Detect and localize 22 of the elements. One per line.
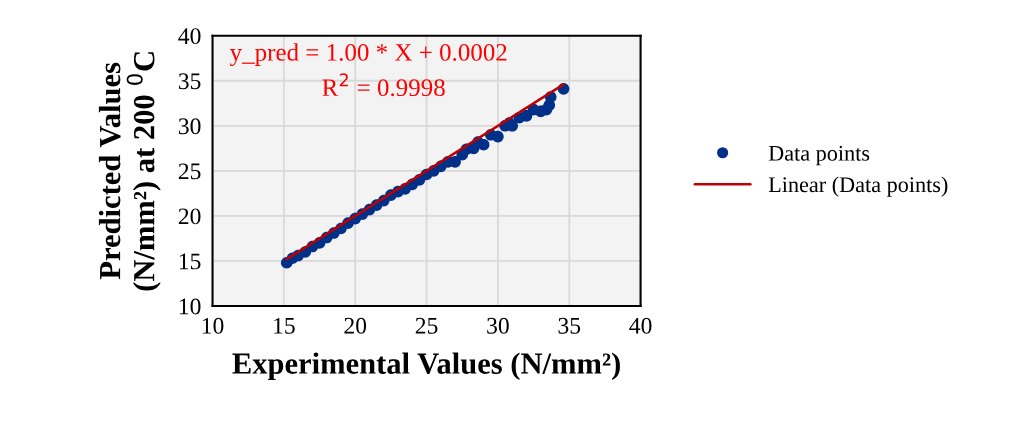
x-tick-label: 10 (202, 317, 224, 334)
y-tick-label: 30 (178, 118, 201, 135)
point (492, 130, 504, 143)
x-tick-label: 25 (415, 317, 438, 334)
legend-label: Data points (768, 145, 870, 166)
y-tick-label: 35 (178, 73, 201, 90)
y-tick-label: 20 (178, 208, 201, 225)
x-tick-label: 30 (487, 317, 509, 334)
y-tick-label: 10 (179, 298, 201, 315)
annotation: R$^{2}$ = 0.9998 (322, 73, 445, 97)
legend-label: Linear (Data points) (768, 176, 948, 197)
x-tick-label: 15 (274, 317, 295, 334)
y-tick-label: 40 (178, 28, 201, 45)
x-axis-title: Experimental Values (N/mm²) (232, 352, 620, 381)
x-tick-label: 35 (558, 317, 581, 334)
x-tick-label: 20 (344, 317, 367, 334)
x-tick-label: 40 (629, 317, 652, 334)
annotation: y_pred = 1.00 * X + 0.0002 (229, 43, 507, 66)
y-tick-label: 25 (178, 163, 201, 180)
y-axis-title: Predicted Values (N/mm²) at 200 $^{0}$C (98, 52, 161, 291)
y-tick-label: 15 (179, 253, 201, 270)
point (520, 110, 533, 122)
